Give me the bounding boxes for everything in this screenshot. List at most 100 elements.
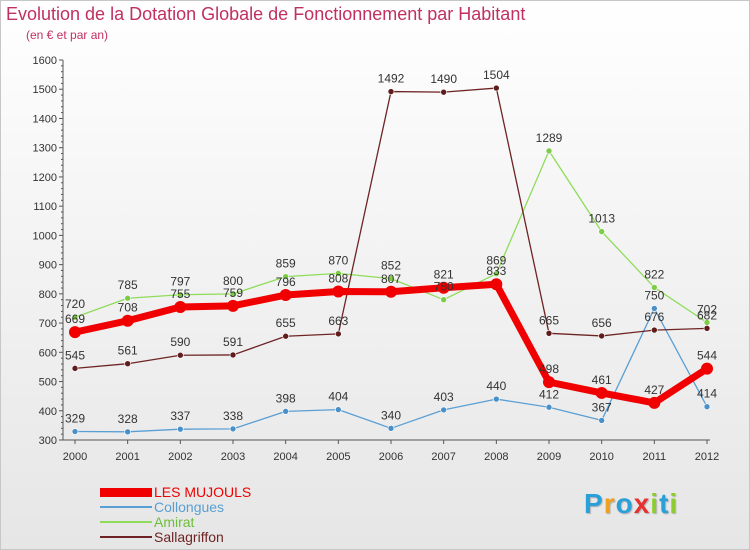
proxiti-logo: Proxiti xyxy=(584,488,678,520)
data-point-sallagriffon xyxy=(282,332,289,340)
data-point-les-mujouls xyxy=(227,299,239,312)
data-point-amirat xyxy=(124,294,131,302)
data-label-amirat: 1013 xyxy=(588,212,615,226)
data-label-amirat: 797 xyxy=(170,275,190,289)
data-point-sallagriffon xyxy=(387,88,395,95)
x-tick-label: 2004 xyxy=(273,451,297,463)
data-point-les-mujouls xyxy=(279,289,292,302)
data-label-sallagriffon: 591 xyxy=(223,335,243,349)
data-label-amirat: 780 xyxy=(434,280,454,294)
data-label-les-mujouls: 796 xyxy=(276,275,296,289)
x-tick-label: 2009 xyxy=(537,451,561,463)
data-label-amirat: 822 xyxy=(644,267,664,281)
x-tick-label: 2003 xyxy=(221,451,245,463)
legend-label-collongues: Collongues xyxy=(154,499,225,515)
data-point-les-mujouls xyxy=(490,278,503,291)
data-label-amirat: 785 xyxy=(118,278,138,292)
data-label-amirat: 702 xyxy=(697,302,717,316)
data-label-sallagriffon: 655 xyxy=(276,316,296,330)
data-label-collongues: 750 xyxy=(644,288,664,302)
logo-letter: x xyxy=(633,488,651,519)
data-label-amirat: 800 xyxy=(223,274,243,288)
x-tick-label: 2012 xyxy=(695,451,719,463)
data-label-collongues: 414 xyxy=(697,387,717,401)
legend-item-collongues: Collongues xyxy=(100,499,225,515)
legend-label-les-mujouls: LES MUJOULS xyxy=(154,484,252,500)
data-label-sallagriffon: 682 xyxy=(697,308,717,322)
data-point-les-mujouls xyxy=(595,386,608,399)
data-point-collongues xyxy=(598,417,605,424)
data-point-sallagriffon xyxy=(651,326,658,334)
data-label-les-mujouls: 708 xyxy=(118,301,138,315)
data-point-amirat xyxy=(282,273,289,280)
data-point-sallagriffon xyxy=(71,365,79,372)
chart-subtitle: (en € et par an) xyxy=(26,28,109,42)
legend-swatch-collongues xyxy=(100,506,152,508)
y-tick-label: 700 xyxy=(39,318,57,330)
data-label-sallagriffon: 1504 xyxy=(483,68,510,82)
logo-letter: r xyxy=(603,488,616,519)
data-point-amirat xyxy=(229,290,237,298)
data-label-collongues: 329 xyxy=(65,412,85,426)
y-tick-label: 800 xyxy=(39,289,57,301)
data-point-les-mujouls xyxy=(543,376,555,389)
x-tick-label: 2006 xyxy=(379,451,403,463)
data-point-les-mujouls xyxy=(437,281,450,294)
data-label-amirat: 859 xyxy=(276,257,296,271)
data-point-collongues xyxy=(545,403,553,411)
y-tick-label: 1100 xyxy=(33,201,57,213)
data-label-amirat: 720 xyxy=(65,297,85,311)
data-point-les-mujouls xyxy=(69,326,81,339)
data-label-amirat: 1289 xyxy=(536,131,563,145)
x-tick-label: 2000 xyxy=(63,451,87,463)
y-tick-label: 1600 xyxy=(33,55,57,67)
legend-item-les-mujouls: LES MUJOULS xyxy=(100,484,252,500)
y-tick-label: 900 xyxy=(39,260,57,272)
data-label-les-mujouls: 544 xyxy=(697,349,717,363)
data-point-les-mujouls xyxy=(648,396,661,409)
data-point-collongues xyxy=(703,403,711,410)
data-point-les-mujouls xyxy=(701,362,713,375)
data-label-amirat: 852 xyxy=(381,259,401,273)
legend-item-amirat: Amirat xyxy=(100,514,195,530)
data-label-sallagriffon: 590 xyxy=(170,335,190,349)
data-label-sallagriffon: 665 xyxy=(539,313,559,327)
data-label-les-mujouls: 807 xyxy=(381,272,401,286)
data-point-collongues xyxy=(177,425,184,433)
data-label-les-mujouls: 461 xyxy=(592,373,612,387)
y-tick-label: 1400 xyxy=(33,113,57,125)
legend-label-amirat: Amirat xyxy=(154,514,195,530)
data-label-amirat: 870 xyxy=(328,253,348,267)
logo-letter: i xyxy=(669,488,679,519)
data-label-collongues: 338 xyxy=(223,409,243,423)
data-label-sallagriffon: 663 xyxy=(328,314,348,328)
y-tick-label: 1300 xyxy=(33,143,57,155)
data-label-les-mujouls: 833 xyxy=(486,264,506,278)
x-tick-label: 2008 xyxy=(484,451,508,463)
logo-letter: P xyxy=(584,488,604,519)
data-point-collongues xyxy=(387,425,395,432)
data-point-sallagriffon xyxy=(229,351,237,359)
data-point-les-mujouls xyxy=(385,285,397,298)
data-label-les-mujouls: 498 xyxy=(539,362,559,376)
logo-letter: t xyxy=(659,488,670,519)
data-label-les-mujouls: 808 xyxy=(328,272,348,286)
data-point-sallagriffon xyxy=(493,84,500,92)
data-point-sallagriffon xyxy=(598,332,605,340)
data-point-amirat xyxy=(598,228,605,235)
data-point-amirat xyxy=(545,147,553,155)
data-point-collongues xyxy=(440,406,447,414)
data-label-sallagriffon: 1490 xyxy=(430,72,457,86)
data-point-collongues xyxy=(651,305,658,312)
chart-title: Evolution de la Dotation Globale de Fonc… xyxy=(6,4,526,24)
data-point-amirat xyxy=(177,291,184,299)
data-point-collongues xyxy=(335,406,342,413)
data-point-les-mujouls xyxy=(174,301,187,313)
legend-item-sallagriffon: Sallagriffon xyxy=(100,529,224,545)
data-label-les-mujouls: 755 xyxy=(170,287,190,301)
data-label-sallagriffon: 656 xyxy=(592,316,612,330)
data-label-collongues: 440 xyxy=(486,379,506,393)
x-tick-label: 2010 xyxy=(589,451,613,463)
data-point-les-mujouls xyxy=(332,285,345,298)
